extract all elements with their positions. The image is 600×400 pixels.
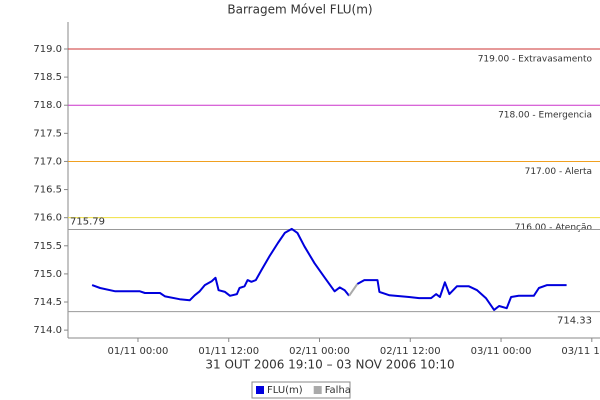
x-tick-label: 01/11 12:00	[198, 346, 259, 357]
y-tick-label: 716.0	[33, 213, 62, 224]
y-tick-label: 718.5	[33, 72, 62, 83]
x-tick-label: 01/11 00:00	[108, 346, 169, 357]
y-tick-label: 717.0	[33, 156, 62, 167]
chart-title: Barragem Móvel FLU(m)	[227, 3, 372, 17]
x-axis-label: 31 OUT 2006 19:10 – 03 NOV 2006 10:10	[205, 358, 454, 372]
threshold-label: 717.00 - Alerta	[525, 167, 592, 177]
y-tick-label: 714.0	[33, 325, 62, 336]
x-tick-label: 03/11 12:00	[561, 346, 600, 357]
y-tick-label: 719.0	[33, 44, 62, 55]
x-tick-label: 03/11 00:00	[471, 346, 532, 357]
series-line	[91, 227, 567, 311]
threshold-label: 716.00 - Atenção	[515, 223, 593, 233]
y-tick-label: 714.5	[33, 297, 62, 308]
threshold-label: 719.00 - Extravasamento	[478, 54, 593, 64]
y-tick-label: 717.5	[33, 128, 62, 139]
y-tick-label: 715.0	[33, 269, 62, 280]
x-tick-label: 02/11 00:00	[289, 346, 350, 357]
y-tick-label: 718.0	[33, 100, 62, 111]
legend-label: FLU(m)	[267, 385, 303, 396]
x-tick-label: 02/11 12:00	[380, 346, 441, 357]
legend-box	[251, 381, 351, 399]
y-tick-label: 716.5	[33, 185, 62, 196]
marker-label: 714.33	[557, 316, 592, 327]
legend-swatch	[256, 386, 264, 394]
threshold-label: 718.00 - Emergencia	[498, 111, 592, 121]
y-tick-label: 715.5	[33, 241, 62, 252]
series-line	[348, 283, 359, 297]
legend-swatch	[313, 386, 322, 394]
legend-label: Falha	[325, 385, 351, 396]
marker-label: 715.79	[70, 216, 105, 227]
